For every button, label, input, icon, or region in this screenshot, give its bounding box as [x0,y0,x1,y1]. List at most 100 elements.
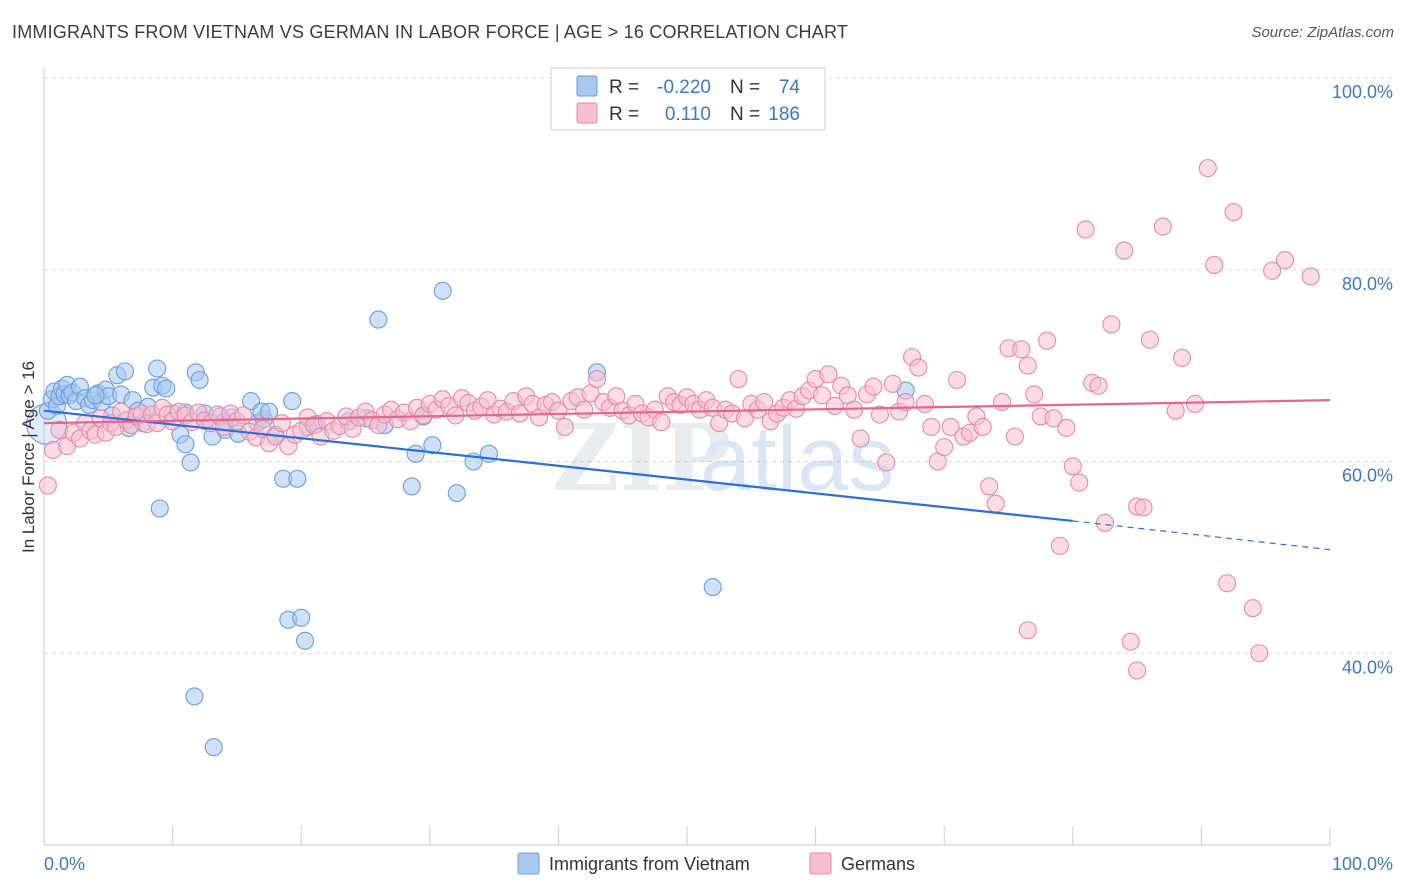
data-point-germans [1121,632,1140,651]
data-point-germans [870,405,889,424]
data-point-vietnam [369,310,388,329]
legend-label-vietnam: Immigrants from Vietnam [549,854,750,874]
axes [43,68,1331,846]
data-point-germans [1185,394,1205,414]
legend-swatch-germans [809,852,832,875]
data-point-germans [941,417,960,437]
x-tick-label-min: 0.0% [44,854,85,874]
y-tick-label: 100.0% [1332,82,1393,102]
data-point-germans [948,370,967,390]
data-point-vietnam [423,436,442,455]
y-tick-label: 60.0% [1342,466,1393,486]
data-point-germans [883,374,902,393]
data-point-vietnam [433,281,452,300]
x-tick-labels: 0.0% 100.0% [44,854,1393,874]
series-legend: Immigrants from Vietnam Germans [517,852,915,875]
watermark: ZIP atlas [552,404,894,512]
data-point-vietnam [296,631,315,650]
y-tick-label: 80.0% [1342,274,1393,294]
data-point-germans [652,413,671,432]
stats-swatch-vietnam [576,75,598,97]
stats-r-value-vietnam: -0.220 [657,77,711,98]
stats-swatch-germans [576,102,598,124]
data-point-germans [1218,574,1237,593]
data-point-germans [1166,401,1185,420]
legend-swatch-vietnam [517,852,540,875]
data-point-germans [973,417,992,437]
data-point-vietnam [115,362,135,381]
data-point-germans [555,417,574,437]
data-point-germans [1102,315,1121,334]
data-point-vietnam [288,469,307,488]
data-point-germans [1134,498,1153,517]
data-point-germans [1275,251,1295,270]
data-point-germans [1263,261,1282,280]
data-point-germans [1044,409,1063,428]
chart-source: Source: ZipAtlas.com [1251,24,1394,41]
data-point-germans [864,377,883,396]
data-point-germans [1005,427,1024,446]
data-point-germans [819,365,838,384]
data-point-germans [729,369,748,389]
data-point-germans [980,477,999,496]
data-point-germans [1153,217,1172,236]
data-point-vietnam [703,578,722,597]
data-point-vietnam [176,435,195,454]
data-point-germans [1250,644,1269,663]
data-point-germans [896,393,915,412]
data-point-vietnam [150,499,169,518]
data-point-germans [1018,621,1037,640]
stats-r-label-vietnam: R = [609,77,639,98]
data-point-germans [587,369,607,389]
data-point-germans [1095,513,1114,532]
legend-label-germans: Germans [841,854,915,874]
data-point-germans [1115,241,1134,260]
stats-r-label-germans: R = [609,104,639,125]
watermark-atlas: atlas [700,408,894,510]
data-point-vietnam [86,386,105,405]
y-axis-label: In Labor Force | Age > 16 [19,361,38,553]
trend-lines [43,399,1331,551]
data-point-germans [1050,536,1069,555]
data-point-germans [1128,661,1147,680]
chart-title: IMMIGRANTS FROM VIETNAM VS GERMAN IN LAB… [12,22,849,42]
data-point-germans [915,394,934,414]
stats-r-value-germans: 0.110 [665,104,711,125]
data-point-vietnam [204,738,223,757]
trend-line-germans [43,399,1331,425]
data-point-vietnam [292,608,311,627]
data-point-germans [877,453,896,472]
y-tick-label: 40.0% [1342,657,1393,677]
data-point-germans [986,494,1005,513]
stats-n-value-vietnam: 74 [779,77,801,98]
data-point-germans [1057,418,1076,437]
y-tick-labels: 40.0% 60.0% 80.0% 100.0% [1332,82,1393,677]
data-point-germans [1025,385,1044,404]
data-point-germans [1076,220,1095,239]
data-point-germans [38,476,57,495]
data-point-germans [1205,255,1224,275]
data-point-vietnam [148,359,167,378]
trend-line-vietnam [43,409,1073,523]
data-point-vietnam [447,484,466,503]
data-point-germans [1070,473,1089,492]
data-point-germans [1012,340,1031,359]
stats-n-label-vietnam: N = [730,77,760,98]
data-point-germans [1301,267,1320,286]
data-point-germans [909,358,928,377]
data-point-germans [812,386,832,405]
data-point-germans [1173,348,1192,368]
data-point-germans [1198,159,1217,178]
data-point-vietnam [157,379,176,398]
data-point-germans [575,400,594,419]
data-point-germans [1038,331,1057,350]
data-point-germans [1063,457,1082,476]
grid-lines [44,77,1392,654]
data-point-vietnam [406,444,425,463]
data-point-germans [1089,376,1108,395]
data-point-germans [1018,356,1037,375]
trend-line-vietnam-extension [1072,520,1331,551]
data-point-germans [922,417,941,437]
x-tick-label-max: 100.0% [1332,854,1393,874]
